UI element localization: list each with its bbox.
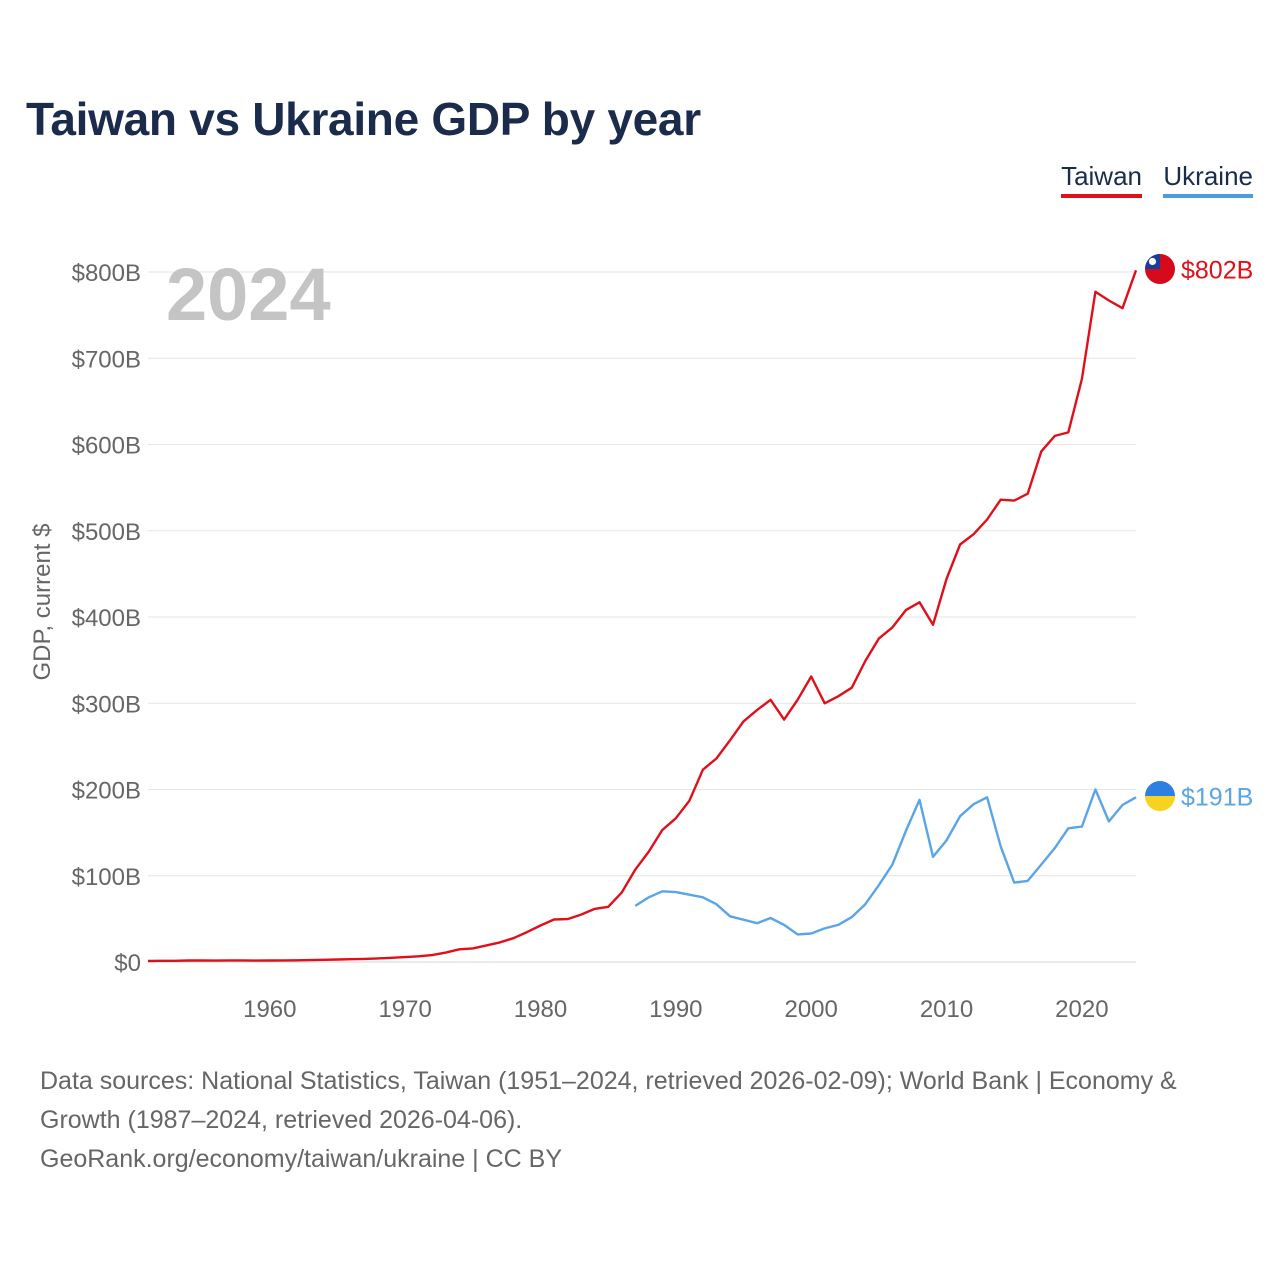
- year-watermark: 2024: [166, 253, 331, 336]
- gdp-line-chart: $0 $100B $200B $300B $400B $500B $600B $700B $80…: [29, 253, 1253, 1023]
- y-tick-label: $800B: [72, 260, 141, 287]
- x-tick-label: 2010: [920, 996, 973, 1023]
- legend-item-ukraine[interactable]: Ukraine: [1163, 160, 1253, 198]
- footer-site-credit: GeoRank.org/economy/taiwan/ukraine | CC …: [40, 1145, 563, 1173]
- y-tick-label: $600B: [72, 433, 141, 460]
- taiwan-flag-icon: [1145, 254, 1175, 284]
- x-tick-label: 1990: [649, 996, 702, 1023]
- x-tick-label: 2020: [1055, 996, 1108, 1023]
- chart-title: Taiwan vs Ukraine GDP by year: [26, 93, 701, 145]
- x-tick-label: 1960: [243, 996, 296, 1023]
- end-label-taiwan: $802B: [1181, 256, 1253, 284]
- end-label-ukraine: $191B: [1181, 783, 1253, 811]
- footer-sources: Data sources: National Statistics, Taiwa…: [40, 1067, 1177, 1134]
- y-tick-label: $200B: [72, 778, 141, 805]
- y-tick-label: $300B: [72, 691, 141, 718]
- x-tick-label: 1970: [378, 996, 431, 1023]
- y-axis-label: GDP, current $: [29, 524, 56, 681]
- series-line-taiwan[interactable]: [147, 269, 1138, 963]
- y-tick-label: $100B: [72, 864, 141, 891]
- ukraine-flag-icon: [1145, 781, 1175, 811]
- x-tick-label: 1980: [514, 996, 567, 1023]
- legend-item-taiwan[interactable]: Taiwan: [1061, 160, 1142, 198]
- y-tick-label: $400B: [72, 605, 141, 632]
- x-tick-label: 2000: [784, 996, 837, 1023]
- y-tick-label: $700B: [72, 346, 141, 373]
- y-tick-label: $500B: [72, 519, 141, 546]
- y-tick-label: $0: [114, 950, 141, 977]
- series-line-ukraine[interactable]: [634, 788, 1137, 936]
